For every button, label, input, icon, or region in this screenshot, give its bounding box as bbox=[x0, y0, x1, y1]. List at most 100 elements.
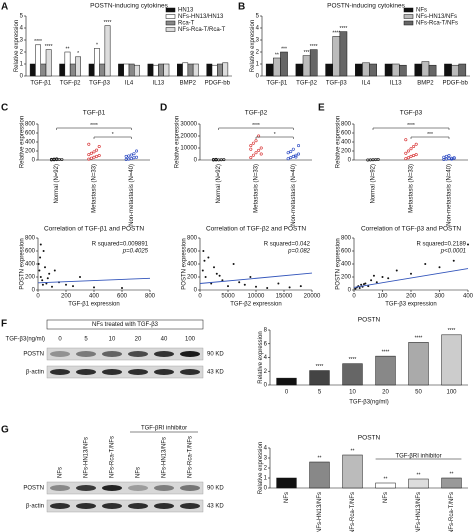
data-point bbox=[92, 155, 96, 159]
y-tick-label: 800 bbox=[25, 236, 36, 242]
x-tick-label: 5 bbox=[318, 390, 322, 396]
data-point bbox=[424, 263, 427, 265]
y-axis-label: Relative expression bbox=[258, 331, 264, 383]
bar bbox=[211, 64, 218, 77]
y-tick-label: 400 bbox=[25, 262, 36, 268]
annotation: p=0.4025 bbox=[122, 249, 149, 255]
x-axis-label: TGF-β1 expression bbox=[68, 302, 119, 308]
lane-label: 10 bbox=[109, 337, 116, 343]
data-point bbox=[266, 287, 269, 290]
blot-band bbox=[128, 351, 148, 357]
x-tick-label: TGF-β3 bbox=[89, 81, 110, 87]
y-tick-label: 4 bbox=[20, 26, 24, 32]
legend-swatch bbox=[165, 20, 176, 26]
data-point bbox=[222, 158, 226, 162]
x-tick-label: 20 bbox=[382, 390, 389, 396]
x-tick-label: 50 bbox=[415, 390, 422, 396]
y-axis-label: Relative expression bbox=[250, 20, 256, 72]
blot-band bbox=[180, 485, 200, 491]
legend-label: HN13 bbox=[178, 8, 194, 14]
bar bbox=[152, 64, 159, 77]
data-point bbox=[45, 282, 48, 285]
y-tick-label: 0 bbox=[348, 288, 352, 294]
significance: ** bbox=[318, 455, 322, 461]
x-tick-label: Non-metastasis (N=40) bbox=[129, 164, 135, 226]
data-point bbox=[135, 155, 139, 159]
data-point bbox=[249, 156, 253, 160]
x-tick-label: 20000 bbox=[304, 294, 321, 300]
significance: **** bbox=[34, 39, 42, 45]
bar bbox=[29, 63, 36, 77]
y-tick-label: 400 bbox=[341, 262, 352, 268]
bar bbox=[280, 51, 288, 77]
lane-title: TGF-β3(ng/ml) bbox=[6, 337, 45, 343]
x-tick-label: NFs-HN13/NFs bbox=[317, 492, 323, 532]
bar bbox=[59, 63, 66, 77]
data-point bbox=[95, 154, 99, 158]
x-tick-label: 200 bbox=[406, 294, 417, 300]
blot-band bbox=[76, 369, 96, 375]
x-tick-label: 200 bbox=[61, 294, 72, 300]
data-point bbox=[249, 144, 253, 148]
y-axis-label: POSTN expression bbox=[335, 238, 341, 289]
bar bbox=[369, 63, 377, 77]
data-point bbox=[41, 283, 44, 286]
legend-swatch bbox=[165, 14, 176, 19]
bar bbox=[375, 355, 396, 386]
fit-line bbox=[37, 277, 151, 284]
data-point bbox=[414, 142, 418, 146]
panel-letter: E bbox=[318, 103, 325, 114]
significance: **** bbox=[332, 31, 340, 37]
bar bbox=[128, 63, 135, 77]
bar bbox=[40, 63, 47, 77]
data-point bbox=[409, 154, 413, 158]
data-point bbox=[243, 283, 246, 286]
data-point bbox=[297, 152, 301, 156]
y-axis-label: Relative expression bbox=[14, 20, 20, 72]
data-point bbox=[381, 276, 384, 278]
y-tick-label: 600 bbox=[25, 131, 36, 137]
y-tick-label: 200 bbox=[25, 275, 36, 281]
bar bbox=[355, 63, 363, 77]
blot-band bbox=[180, 369, 200, 375]
data-point bbox=[358, 287, 361, 290]
y-tick-label: 3 bbox=[264, 456, 268, 462]
bar bbox=[99, 63, 106, 77]
data-point bbox=[372, 274, 375, 277]
x-tick-label: 0 bbox=[36, 294, 40, 300]
y-axis-label: Relative expression bbox=[258, 442, 264, 494]
data-point bbox=[51, 285, 53, 288]
blot-band bbox=[128, 369, 148, 375]
x-tick-label: Metastasis (N=33) bbox=[92, 164, 98, 213]
x-tick-label: 600 bbox=[117, 294, 128, 300]
row-label: POSTN bbox=[23, 486, 44, 492]
legend-swatch bbox=[165, 27, 176, 32]
bar bbox=[332, 36, 341, 77]
lane-label: NFs-HN13/NFs bbox=[162, 437, 168, 478]
significance: **** bbox=[90, 123, 98, 129]
bar bbox=[444, 63, 452, 77]
blot-band bbox=[154, 503, 174, 509]
significance: **** bbox=[340, 26, 348, 32]
bar bbox=[441, 334, 462, 386]
chart-title: Correlation of TGF-β1 and POSTN bbox=[44, 226, 144, 233]
significance: ** bbox=[275, 52, 279, 58]
data-point bbox=[79, 276, 81, 278]
significance: *** bbox=[281, 46, 287, 52]
data-point bbox=[291, 154, 295, 158]
blot-title: NFs treated with TGF-β3 bbox=[92, 322, 159, 328]
data-point bbox=[89, 156, 93, 160]
data-point bbox=[404, 138, 408, 142]
y-tick-label: 5 bbox=[256, 14, 260, 20]
chart-title: TGF-β1 bbox=[83, 110, 106, 117]
x-tick-label: 0 bbox=[198, 294, 202, 300]
data-point bbox=[37, 263, 40, 265]
chart-title: TGF-β2 bbox=[245, 110, 268, 117]
significance: **** bbox=[310, 44, 318, 50]
data-point bbox=[129, 157, 133, 161]
bar bbox=[45, 49, 52, 77]
data-point bbox=[48, 272, 51, 275]
x-tick-label: BMP2 bbox=[180, 81, 197, 87]
x-tick-label: TGF-β2 bbox=[296, 81, 317, 87]
row-size: 90 KD bbox=[207, 352, 224, 358]
